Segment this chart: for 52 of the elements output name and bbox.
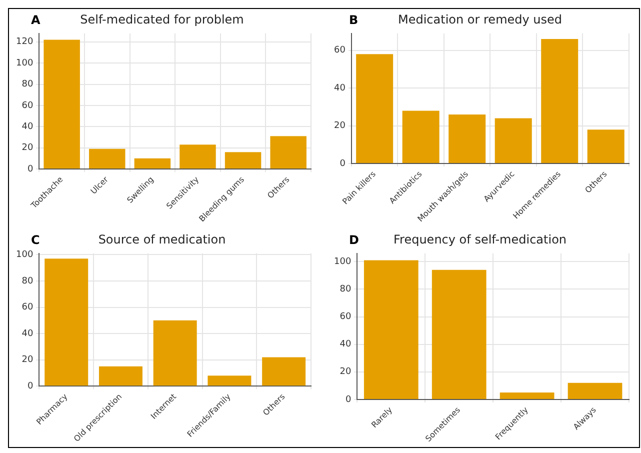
chart-title: Frequency of self-medication <box>393 232 567 246</box>
y-tick-label: 40 <box>22 328 34 339</box>
bar <box>270 136 306 169</box>
y-tick-label: 40 <box>334 83 346 94</box>
bar <box>44 258 88 386</box>
bar <box>541 39 578 164</box>
bar <box>587 130 624 164</box>
y-tick-label: 100 <box>16 250 34 260</box>
y-tick-label: 60 <box>22 100 34 111</box>
y-tick-label: 0 <box>27 164 34 174</box>
y-tick-label: 80 <box>22 276 34 286</box>
y-tick-label: 0 <box>345 394 352 405</box>
bar <box>364 260 418 399</box>
y-tick-label: 60 <box>334 46 346 56</box>
y-tick-label: 40 <box>22 122 34 132</box>
bar <box>98 366 142 386</box>
bar <box>208 376 252 386</box>
bar <box>568 382 622 399</box>
bar <box>494 118 532 164</box>
y-tick-label: 120 <box>16 37 34 48</box>
bar <box>44 40 80 169</box>
text: B <box>349 13 358 27</box>
bar <box>224 152 262 169</box>
text: D <box>349 233 359 247</box>
y-tick-label: 80 <box>22 80 34 90</box>
chart-title: Medication or remedy used <box>398 12 562 26</box>
bar <box>134 158 171 169</box>
chart-title: Source of medication <box>98 232 226 246</box>
y-tick-label: 60 <box>340 312 352 322</box>
chart-title: Self-medicated for problem <box>80 12 244 26</box>
y-tick-label: 20 <box>334 121 346 132</box>
bar <box>402 110 440 164</box>
bar <box>153 320 197 386</box>
y-tick-label: 20 <box>340 367 352 378</box>
y-tick-label: 0 <box>27 381 34 392</box>
bar <box>500 392 554 399</box>
y-tick-label: 100 <box>334 257 352 268</box>
text: A <box>31 13 40 27</box>
bar <box>262 357 306 386</box>
text: C <box>31 233 40 247</box>
bar <box>180 144 216 169</box>
y-tick-label: 60 <box>22 302 34 313</box>
bar <box>356 54 394 164</box>
y-tick-label: 20 <box>22 355 34 366</box>
bar <box>448 114 486 164</box>
bar <box>89 148 126 169</box>
y-tick-label: 20 <box>22 143 34 154</box>
y-tick-label: 0 <box>340 158 346 169</box>
y-tick-label: 80 <box>340 284 352 295</box>
y-tick-label: 100 <box>16 58 34 68</box>
y-tick-label: 40 <box>340 340 352 350</box>
bar <box>432 270 486 399</box>
